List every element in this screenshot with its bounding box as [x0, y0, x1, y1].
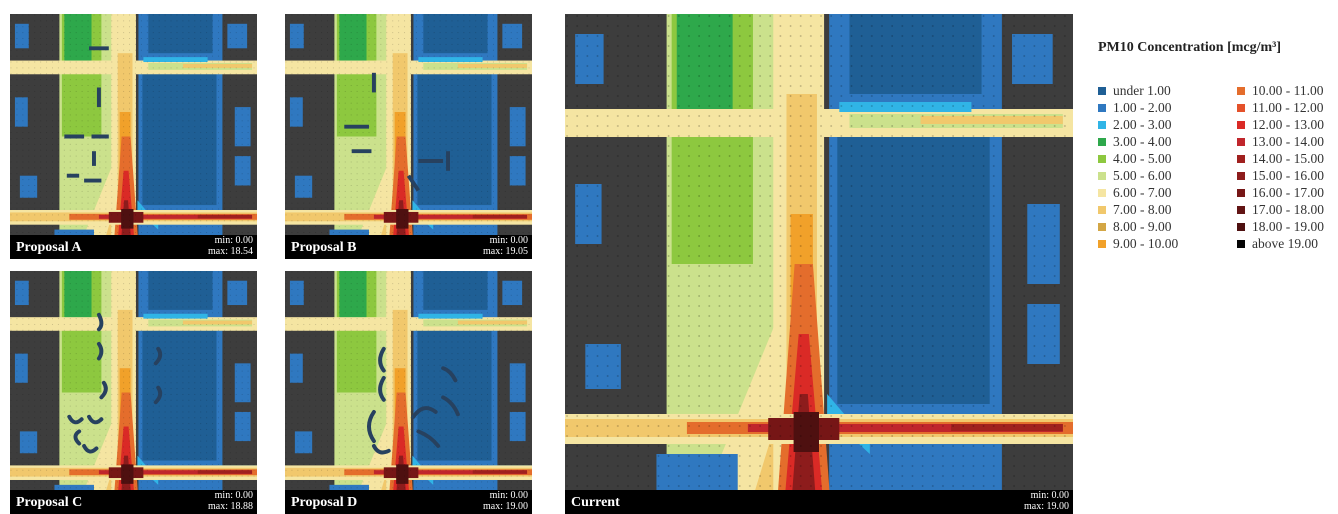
- legend-item: 18.00 - 19.00: [1237, 218, 1324, 235]
- legend-swatch: [1098, 87, 1106, 95]
- min-value: min: 0.00: [215, 490, 253, 501]
- proposal-a-map: Proposal A min: 0.00 max: 18.54: [10, 14, 257, 259]
- legend-label: 12.00 - 13.00: [1252, 117, 1324, 133]
- legend-label: 2.00 - 3.00: [1113, 117, 1172, 133]
- legend-item: above 19.00: [1237, 235, 1324, 252]
- legend-item: 11.00 - 12.00: [1237, 99, 1324, 116]
- legend-swatch: [1098, 240, 1106, 248]
- current-map: Current min: 0.00 max: 19.00: [565, 14, 1073, 514]
- legend-item: 5.00 - 6.00: [1098, 167, 1178, 184]
- legend-swatch: [1098, 121, 1106, 129]
- legend-item: 1.00 - 2.00: [1098, 99, 1178, 116]
- max-value: max: 19.00: [483, 501, 528, 512]
- legend-swatch: [1237, 138, 1245, 146]
- legend-swatch: [1237, 104, 1245, 112]
- legend-swatch: [1098, 172, 1106, 180]
- legend-label: 15.00 - 16.00: [1252, 168, 1324, 184]
- legend-swatch: [1237, 223, 1245, 231]
- legend-label: 14.00 - 15.00: [1252, 151, 1324, 167]
- legend-item: 12.00 - 13.00: [1237, 116, 1324, 133]
- concentration-map: [285, 14, 532, 259]
- legend-item: 16.00 - 17.00: [1237, 184, 1324, 201]
- legend-label: 7.00 - 8.00: [1113, 202, 1172, 218]
- min-value: min: 0.00: [490, 490, 528, 501]
- legend-label: 11.00 - 12.00: [1252, 100, 1324, 116]
- legend-label: 1.00 - 2.00: [1113, 100, 1172, 116]
- min-value: min: 0.00: [490, 235, 528, 246]
- concentration-map: [565, 14, 1073, 514]
- legend-swatch: [1237, 189, 1245, 197]
- legend-swatch: [1237, 240, 1245, 248]
- map-caption: Proposal A min: 0.00 max: 18.54: [10, 235, 257, 259]
- legend-swatch: [1098, 206, 1106, 214]
- map-title: Proposal B: [291, 240, 356, 256]
- legend-label: 6.00 - 7.00: [1113, 185, 1172, 201]
- legend-label: 10.00 - 11.00: [1252, 83, 1324, 99]
- legend-swatch: [1098, 138, 1106, 146]
- proposal-d-map: Proposal D min: 0.00 max: 19.00: [285, 271, 532, 514]
- legend-item: 2.00 - 3.00: [1098, 116, 1178, 133]
- legend-item: 8.00 - 9.00: [1098, 218, 1178, 235]
- legend-label: 9.00 - 10.00: [1113, 236, 1178, 252]
- legend-label: 13.00 - 14.00: [1252, 134, 1324, 150]
- min-value: min: 0.00: [215, 235, 253, 246]
- proposal-c-map: Proposal C min: 0.00 max: 18.88: [10, 271, 257, 514]
- map-title: Current: [571, 495, 620, 511]
- legend-label: 8.00 - 9.00: [1113, 219, 1172, 235]
- min-value: min: 0.00: [1031, 490, 1069, 501]
- map-caption: Proposal B min: 0.00 max: 19.05: [285, 235, 532, 259]
- map-caption: Proposal D min: 0.00 max: 19.00: [285, 490, 532, 514]
- legend-item: 7.00 - 8.00: [1098, 201, 1178, 218]
- legend-swatch: [1098, 104, 1106, 112]
- legend-label: 5.00 - 6.00: [1113, 168, 1172, 184]
- max-value: max: 19.05: [483, 246, 528, 257]
- legend-item: 10.00 - 11.00: [1237, 82, 1324, 99]
- legend-swatch: [1237, 206, 1245, 214]
- legend-label: 3.00 - 4.00: [1113, 134, 1172, 150]
- legend-swatch: [1237, 172, 1245, 180]
- legend-swatch: [1237, 87, 1245, 95]
- legend-label: 18.00 - 19.00: [1252, 219, 1324, 235]
- legend-title: PM10 Concentration [mcg/m³]: [1098, 40, 1338, 56]
- legend-label: 17.00 - 18.00: [1252, 202, 1324, 218]
- legend-swatch: [1237, 155, 1245, 163]
- legend-item: under 1.00: [1098, 82, 1178, 99]
- proposal-b-map: Proposal B min: 0.00 max: 19.05: [285, 14, 532, 259]
- concentration-map: [10, 271, 257, 514]
- legend-label: above 19.00: [1252, 236, 1318, 252]
- map-caption: Proposal C min: 0.00 max: 18.88: [10, 490, 257, 514]
- concentration-map: [10, 14, 257, 259]
- legend-swatch: [1237, 121, 1245, 129]
- legend-item: 6.00 - 7.00: [1098, 184, 1178, 201]
- legend-swatch: [1098, 155, 1106, 163]
- legend-item: 13.00 - 14.00: [1237, 133, 1324, 150]
- legend-swatch: [1098, 189, 1106, 197]
- max-value: max: 19.00: [1024, 501, 1069, 512]
- legend-item: 3.00 - 4.00: [1098, 133, 1178, 150]
- map-caption: Current min: 0.00 max: 19.00: [565, 490, 1073, 514]
- legend-item: 4.00 - 5.00: [1098, 150, 1178, 167]
- legend-swatch: [1098, 223, 1106, 231]
- legend-label: 4.00 - 5.00: [1113, 151, 1172, 167]
- max-value: max: 18.54: [208, 246, 253, 257]
- legend-item: 9.00 - 10.00: [1098, 235, 1178, 252]
- legend-label: under 1.00: [1113, 83, 1171, 99]
- legend-label: 16.00 - 17.00: [1252, 185, 1324, 201]
- concentration-map: [285, 271, 532, 514]
- map-title: Proposal A: [16, 240, 81, 256]
- map-title: Proposal C: [16, 495, 82, 511]
- legend-item: 14.00 - 15.00: [1237, 150, 1324, 167]
- legend-item: 17.00 - 18.00: [1237, 201, 1324, 218]
- legend-item: 15.00 - 16.00: [1237, 167, 1324, 184]
- map-title: Proposal D: [291, 495, 357, 511]
- max-value: max: 18.88: [208, 501, 253, 512]
